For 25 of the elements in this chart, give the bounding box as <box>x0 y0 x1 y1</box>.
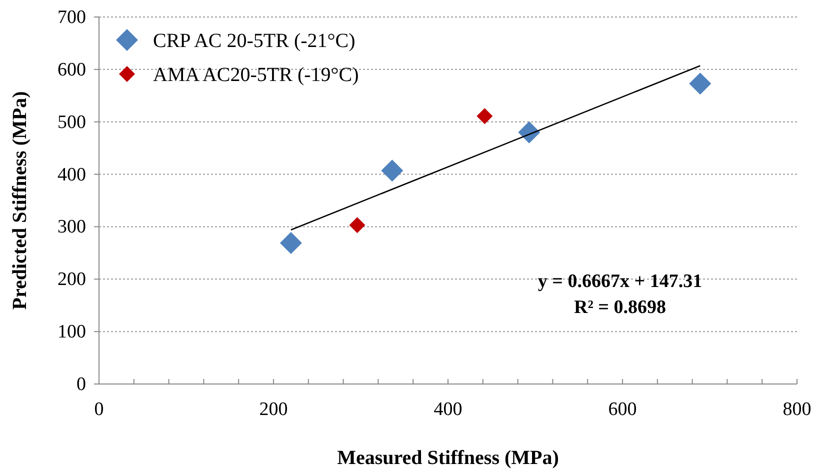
x-axis-title: Measured Stiffness (MPa) <box>337 447 559 469</box>
legend-label: CRP AC 20-5TR (-21°C) <box>153 30 356 52</box>
point <box>280 232 302 254</box>
point <box>476 108 493 124</box>
y-tick-label: 400 <box>58 164 86 186</box>
y-tick-label: 200 <box>58 269 86 290</box>
x-tick-label: 600 <box>608 399 637 420</box>
x-tick-label: 800 <box>782 399 812 420</box>
y-tick-label: 300 <box>58 216 86 238</box>
x-tick-label: 0 <box>94 399 104 420</box>
legend-label: AMA AC20-5TR (-19°C) <box>153 64 359 86</box>
point <box>689 72 712 95</box>
y-tick-label: 600 <box>58 59 86 80</box>
y-tick-label: 700 <box>58 7 86 28</box>
annotation: R² = 0.8698 <box>574 297 666 318</box>
x-tick-label: 200 <box>259 399 288 420</box>
point <box>349 217 366 234</box>
y-axis-title: Predicted Stiffness (MPa) <box>9 91 31 310</box>
point <box>381 160 404 182</box>
annotation: y = 0.6667x + 147.31 <box>538 271 702 292</box>
y-tick-label: 0 <box>76 374 86 395</box>
x-tick-label: 400 <box>434 399 462 420</box>
y-tick-label: 500 <box>58 112 86 133</box>
y-tick-label: 100 <box>58 322 86 343</box>
point <box>518 121 540 144</box>
